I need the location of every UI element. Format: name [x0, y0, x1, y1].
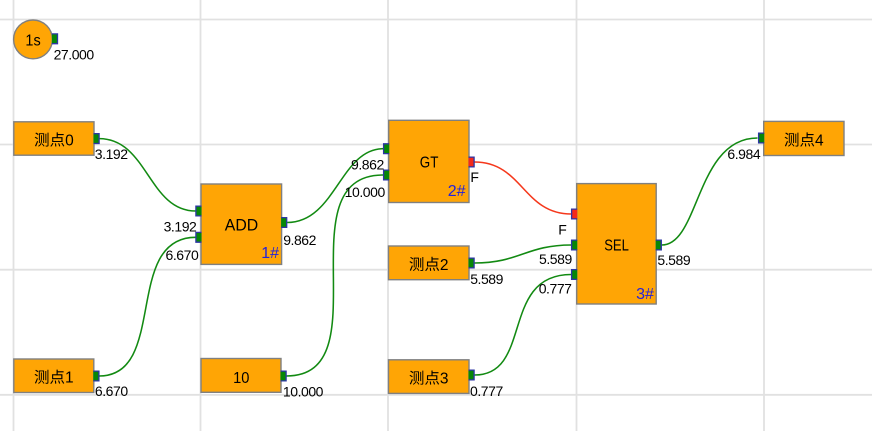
svg-text:F: F: [558, 221, 567, 237]
svg-text:6.984: 6.984: [727, 146, 760, 162]
svg-text:F: F: [470, 169, 479, 185]
svg-text:3#: 3#: [636, 286, 654, 303]
svg-text:1#: 1#: [261, 245, 279, 262]
svg-text:0.777: 0.777: [539, 281, 572, 297]
svg-text:3.192: 3.192: [164, 218, 197, 234]
svg-text:10.000: 10.000: [345, 184, 386, 200]
svg-text:GT: GT: [420, 155, 439, 172]
svg-text:9.862: 9.862: [283, 232, 316, 248]
svg-text:27.000: 27.000: [54, 46, 95, 62]
svg-text:1s: 1s: [25, 32, 40, 49]
svg-text:4: 4: [815, 132, 824, 149]
svg-text:6.670: 6.670: [166, 247, 199, 263]
svg-text:10.000: 10.000: [283, 384, 324, 400]
svg-text:0: 0: [65, 132, 74, 149]
svg-text:SEL: SEL: [604, 237, 629, 254]
svg-text:5.589: 5.589: [470, 271, 503, 287]
svg-text:ADD: ADD: [225, 216, 258, 235]
svg-text:5.589: 5.589: [657, 252, 690, 268]
svg-text:3.192: 3.192: [95, 146, 128, 162]
svg-text:5.589: 5.589: [539, 251, 572, 267]
svg-text:1: 1: [65, 370, 74, 387]
svg-text:0.777: 0.777: [470, 383, 503, 399]
svg-text:2#: 2#: [448, 183, 466, 200]
svg-text:9.862: 9.862: [351, 156, 384, 172]
svg-text:10: 10: [233, 370, 249, 387]
svg-text:2: 2: [440, 257, 449, 274]
svg-text:6.670: 6.670: [95, 383, 128, 399]
svg-text:3: 3: [440, 371, 449, 388]
